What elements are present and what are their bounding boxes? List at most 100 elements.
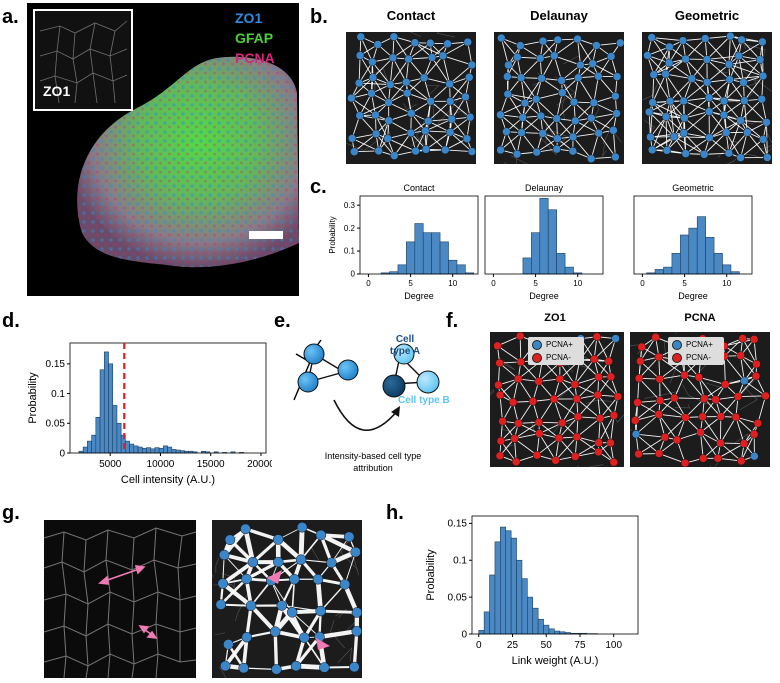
graph-edge bbox=[344, 551, 357, 585]
f-legend-zo1-neg: PCNA- bbox=[546, 353, 571, 362]
graph-edge bbox=[392, 42, 416, 59]
graph-node bbox=[589, 354, 599, 364]
graph-edge bbox=[651, 132, 685, 151]
graph-node bbox=[648, 98, 657, 107]
y-tick-label: 0 bbox=[351, 270, 356, 279]
graph-node bbox=[441, 145, 450, 155]
graph-edge bbox=[500, 37, 509, 66]
graph-node bbox=[702, 78, 712, 87]
graph-node bbox=[755, 55, 765, 64]
graph-node bbox=[612, 109, 621, 118]
graph-node bbox=[315, 529, 327, 541]
graph-edge bbox=[720, 442, 742, 462]
graph-node bbox=[725, 75, 735, 84]
graph-edge bbox=[651, 37, 683, 42]
graph-node bbox=[538, 36, 548, 46]
graph-node bbox=[654, 352, 664, 362]
graph-node bbox=[721, 380, 730, 389]
graph-edge bbox=[519, 336, 522, 362]
x-axis-label: Degree bbox=[678, 291, 708, 301]
graph-edge bbox=[294, 635, 321, 667]
graph-edge bbox=[303, 637, 326, 668]
chart-title: Delaunay bbox=[525, 183, 564, 193]
chart-degree-delaunay: 0 5 10 Delaunay Degree bbox=[484, 183, 604, 301]
graph-edge bbox=[553, 55, 563, 81]
graph-node bbox=[347, 93, 356, 103]
graph-edge bbox=[558, 416, 579, 439]
x-tick-label: 5 bbox=[682, 279, 687, 288]
graph-node bbox=[290, 660, 302, 672]
hist-bar bbox=[510, 537, 517, 635]
graph-node bbox=[368, 73, 378, 82]
graph-node bbox=[753, 418, 763, 428]
x-tick-label: 0 bbox=[476, 640, 482, 651]
graph-edge bbox=[658, 414, 678, 441]
hist-bar bbox=[547, 209, 557, 275]
hist-bar bbox=[112, 405, 118, 454]
graph-node bbox=[404, 54, 413, 64]
graph-node bbox=[513, 52, 522, 62]
graph-node bbox=[611, 91, 620, 101]
graph-node bbox=[535, 429, 544, 438]
graph-node bbox=[722, 128, 731, 137]
graph-edge bbox=[538, 362, 561, 382]
graph-node bbox=[516, 41, 525, 50]
y-tick-label: 0 bbox=[59, 448, 65, 459]
graph-node bbox=[371, 129, 381, 139]
graph-node bbox=[516, 357, 526, 367]
f-legend-pcna-pos: PCNA+ bbox=[686, 340, 713, 349]
graph-node bbox=[634, 449, 643, 459]
graph-edge bbox=[634, 400, 661, 421]
cell-boundary bbox=[214, 632, 226, 636]
graph-node bbox=[355, 111, 364, 120]
graph-edge bbox=[520, 361, 539, 382]
graph-edge bbox=[590, 133, 600, 159]
graph-node bbox=[276, 600, 288, 611]
graph-edge bbox=[298, 527, 305, 560]
graph-node bbox=[570, 380, 580, 389]
graph-node bbox=[651, 332, 660, 342]
graph-node bbox=[636, 356, 645, 366]
graph-edge bbox=[520, 58, 541, 78]
graph-edge bbox=[685, 137, 710, 154]
graph-edge bbox=[728, 39, 743, 65]
graph-edge bbox=[640, 360, 660, 380]
cell-boundary bbox=[710, 459, 720, 467]
graph-node bbox=[496, 145, 505, 155]
graph-node bbox=[465, 112, 475, 122]
graph-edge bbox=[243, 667, 277, 671]
graph-node bbox=[681, 149, 690, 158]
graph-edge bbox=[250, 580, 272, 607]
cell-boundary bbox=[409, 32, 422, 38]
graph-node bbox=[649, 70, 659, 79]
graph-edge bbox=[449, 64, 473, 85]
graph-node bbox=[644, 107, 654, 117]
graph-node bbox=[702, 55, 712, 64]
graph-edge bbox=[245, 560, 280, 581]
hist-bar bbox=[539, 197, 549, 275]
graph-edge bbox=[576, 398, 601, 419]
graph-node bbox=[558, 88, 567, 97]
graph-node bbox=[223, 639, 234, 650]
cell-boundary bbox=[337, 647, 353, 663]
cell-boundary bbox=[716, 70, 728, 74]
graph-node bbox=[496, 110, 505, 120]
graph-edge bbox=[388, 81, 407, 103]
cell-boundary bbox=[538, 135, 557, 156]
graph-node bbox=[403, 88, 412, 98]
graph-node bbox=[538, 129, 547, 138]
graph-edge bbox=[728, 132, 748, 154]
hist-bar bbox=[531, 232, 541, 275]
graph-edge bbox=[520, 77, 526, 104]
hist-bar bbox=[489, 574, 496, 635]
graph-node bbox=[630, 416, 640, 425]
label-cell-type-a: Cell type A bbox=[389, 334, 421, 357]
panel-letter-f: f. bbox=[446, 310, 459, 332]
graph-edge bbox=[291, 611, 320, 638]
graph-edge bbox=[249, 604, 277, 634]
graph-node bbox=[269, 626, 281, 637]
hist-bar bbox=[564, 266, 574, 275]
y-tick-label: 0.15 bbox=[46, 359, 66, 370]
graph-edge bbox=[728, 59, 761, 65]
cell-boundary bbox=[739, 386, 758, 411]
